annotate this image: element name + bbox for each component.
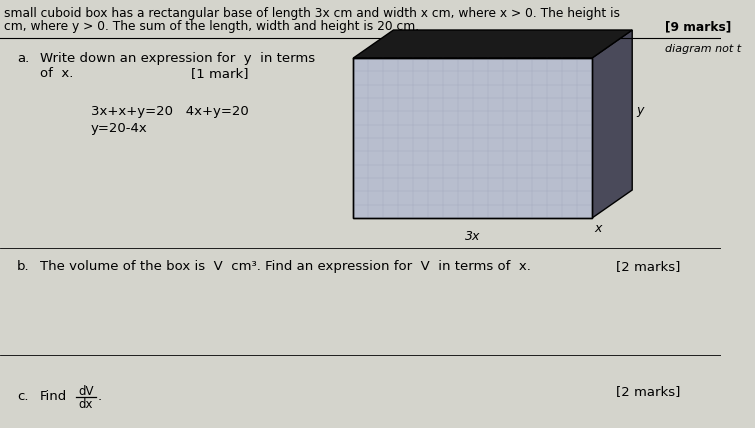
Text: [2 marks]: [2 marks] [616,260,680,273]
Text: a.: a. [17,52,29,65]
Text: [9 marks]: [9 marks] [664,20,731,33]
Text: dx: dx [79,398,93,411]
Polygon shape [353,30,632,58]
Text: Write down an expression for  y  in terms: Write down an expression for y in terms [40,52,316,65]
Text: of  x.: of x. [40,67,73,80]
Text: cm, where y > 0. The sum of the length, width and height is 20 cm.: cm, where y > 0. The sum of the length, … [4,20,419,33]
Text: [2 marks]: [2 marks] [616,385,680,398]
Polygon shape [592,30,632,218]
Text: b.: b. [17,260,29,273]
Text: c.: c. [17,390,29,403]
Text: y=20-4x: y=20-4x [91,122,147,135]
Text: 3x+x+y=20   4x+y=20: 3x+x+y=20 4x+y=20 [91,105,248,118]
Text: The volume of the box is  V  cm³. Find an expression for  V  in terms of  x.: The volume of the box is V cm³. Find an … [40,260,531,273]
Text: x: x [594,222,602,235]
Text: dV: dV [79,385,94,398]
Text: y: y [636,104,643,116]
Polygon shape [353,58,592,218]
Text: 3x: 3x [465,230,480,243]
Text: [1 mark]: [1 mark] [191,67,248,80]
Text: diagram not t: diagram not t [664,44,741,54]
Text: small cuboid box has a rectangular base of length 3x cm and width x cm, where x : small cuboid box has a rectangular base … [4,7,620,20]
Text: .: . [97,390,101,403]
Text: Find: Find [40,390,67,403]
